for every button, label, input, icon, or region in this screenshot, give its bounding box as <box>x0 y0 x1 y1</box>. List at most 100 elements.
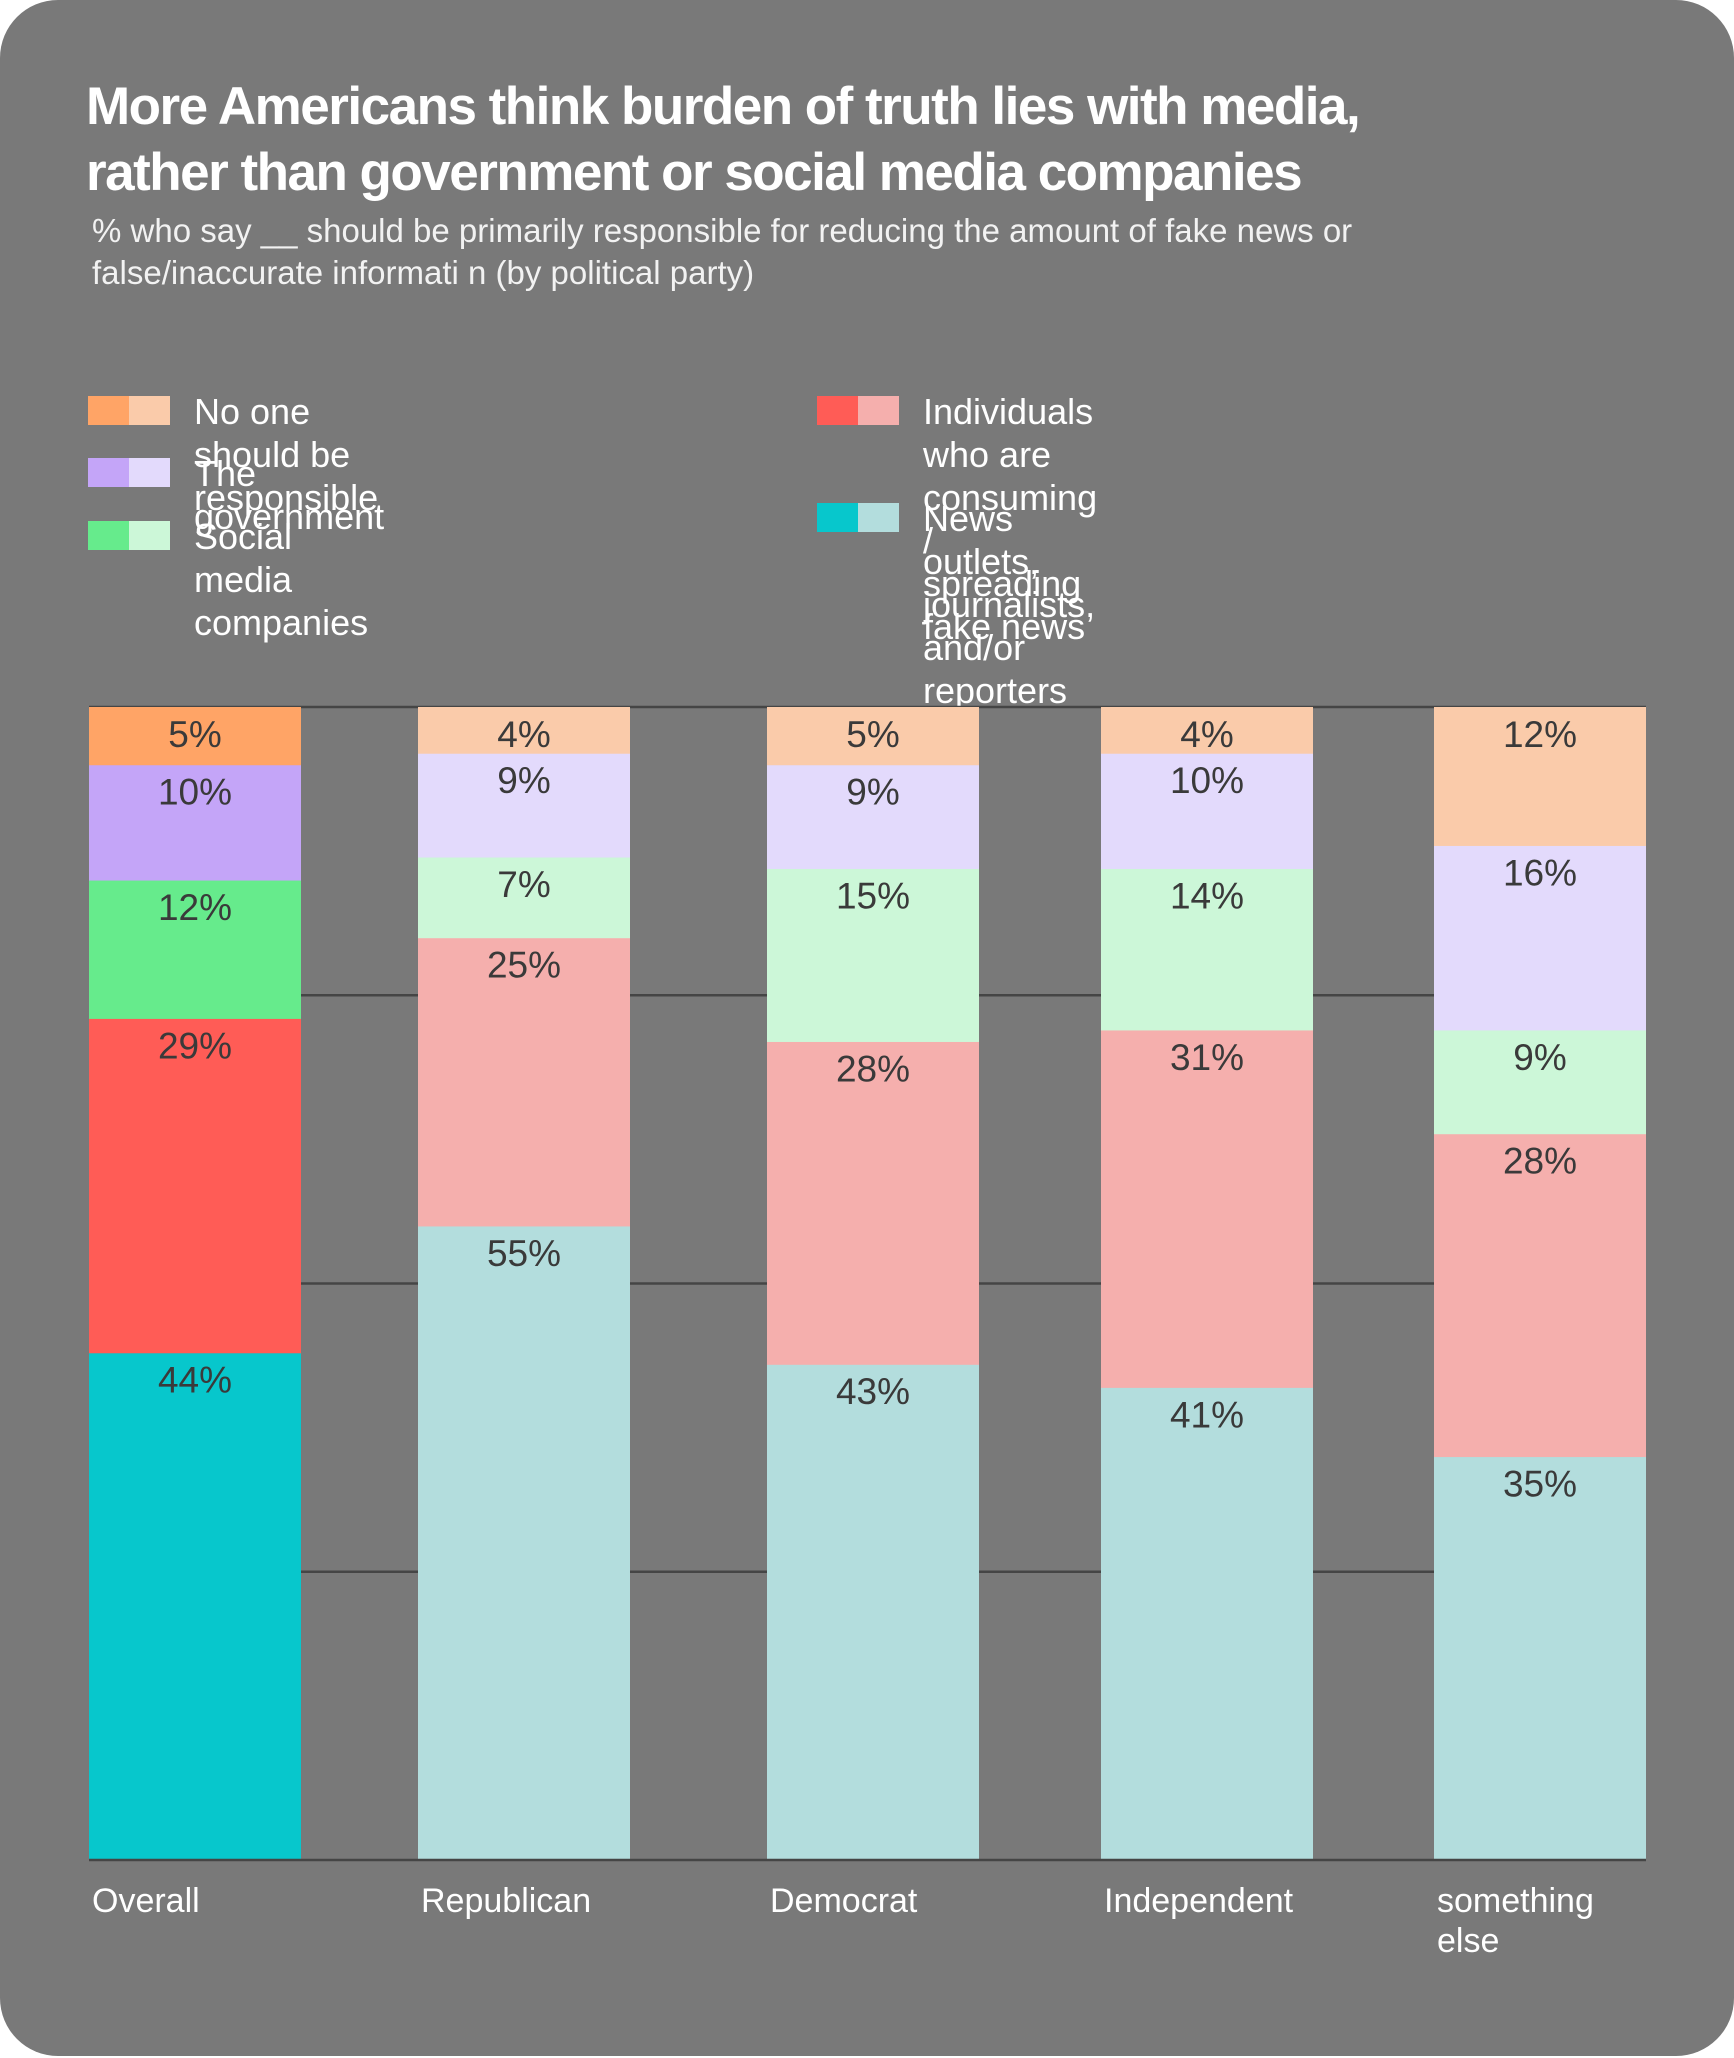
bar-segment-news <box>1434 1456 1646 1861</box>
bar-segment-individuals <box>1101 1029 1313 1388</box>
legend-swatch-strong <box>88 521 129 550</box>
bar-segment-no_one <box>89 707 301 766</box>
legend-label-government: The government <box>194 452 384 538</box>
data-label-social: 9% <box>1513 1037 1566 1078</box>
category-label-line: Democrat <box>770 1882 918 1920</box>
data-label-individuals: 31% <box>1170 1037 1244 1078</box>
data-label-government: 10% <box>1170 760 1244 801</box>
bar-segment-social <box>418 856 630 939</box>
data-label-news: 44% <box>158 1360 232 1401</box>
data-label-no_one: 4% <box>497 714 550 755</box>
data-label-news: 55% <box>487 1233 561 1274</box>
chart-title: More Americans think burden of truth lie… <box>86 74 1646 206</box>
bar-segment-social <box>1434 1029 1646 1135</box>
legend-swatch-news <box>817 503 899 532</box>
data-label-individuals: 25% <box>487 945 561 986</box>
category-label-line: something <box>1437 1882 1594 1920</box>
legend-swatch-light <box>858 396 899 425</box>
data-label-government: 10% <box>158 772 232 813</box>
legend-swatch-strong <box>817 503 858 532</box>
bar-segment-government <box>767 764 979 870</box>
legend-swatch-individuals <box>817 396 899 425</box>
legend-swatch-light <box>129 458 170 487</box>
legend-swatch-social <box>88 521 170 550</box>
category-label: Democrat <box>770 1882 918 1920</box>
legend-label-line: News outlets, journalists, and/or report… <box>923 498 1096 711</box>
legend-item-government: The government <box>88 452 384 538</box>
legend-swatch-strong <box>817 396 858 425</box>
data-label-news: 43% <box>836 1371 910 1412</box>
bar-segment-no_one <box>418 707 630 754</box>
category-label-line: Republican <box>421 1882 591 1920</box>
category-label: Overall <box>92 1882 200 1920</box>
bar-segment-social <box>1101 868 1313 1031</box>
category-label: Republican <box>421 1882 591 1920</box>
legend-item-individuals: Individuals who are consuming / spreadin… <box>817 390 1097 648</box>
legend-item-no-one: No one should be responsible <box>88 390 378 519</box>
bar-segment-news <box>767 1364 979 1861</box>
data-label-individuals: 28% <box>836 1048 910 1089</box>
bar-segment-government <box>89 764 301 881</box>
data-label-social: 15% <box>836 875 910 916</box>
bar-segment-no_one <box>1434 707 1646 846</box>
data-label-news: 35% <box>1503 1463 1577 1504</box>
data-label-social: 14% <box>1170 875 1244 916</box>
legend-item-social: Social media companies <box>88 515 368 644</box>
data-label-government: 16% <box>1503 852 1577 893</box>
data-label-no_one: 4% <box>1180 714 1233 755</box>
chart-subtitle-line-1: % who say __ should be primarily respons… <box>92 212 1353 249</box>
category-label-line: Independent <box>1104 1882 1294 1920</box>
bar-segment-individuals <box>418 937 630 1227</box>
bar-segment-news <box>418 1225 630 1861</box>
bar-segment-social <box>767 868 979 1042</box>
data-label-government: 9% <box>846 772 899 813</box>
chart-title-line-1: More Americans think burden of truth lie… <box>86 77 1361 136</box>
legend-item-news: News outlets, journalists, and/or report… <box>817 497 1095 712</box>
category-label: something else <box>1437 1882 1594 1960</box>
data-label-individuals: 28% <box>1503 1141 1577 1182</box>
chart-subtitle-line-2: false/inaccurate informati n (by politic… <box>92 254 755 291</box>
legend-label-line: No one should be responsible <box>194 391 379 518</box>
bar-segment-individuals <box>89 1018 301 1354</box>
legend-label-individuals: Individuals who are consuming / spreadin… <box>923 390 1097 648</box>
legend-label-line: Individuals who are consuming / <box>923 391 1098 561</box>
bar-segment-social <box>89 879 301 1019</box>
bar-segment-government <box>1101 753 1313 870</box>
chart-subtitle: % who say __ should be primarily respons… <box>92 210 1592 294</box>
data-label-individuals: 29% <box>158 1025 232 1066</box>
legend-swatch-government <box>88 458 170 487</box>
legend-label-line: The government <box>194 453 385 537</box>
data-label-no_one: 5% <box>168 714 221 755</box>
category-label-line: Overall <box>92 1882 200 1920</box>
bar-segment-news <box>1101 1387 1313 1861</box>
category-label: Independent <box>1104 1882 1294 1920</box>
data-label-news: 41% <box>1170 1394 1244 1435</box>
bar-segment-news <box>89 1352 301 1861</box>
data-label-no_one: 5% <box>846 714 899 755</box>
legend-swatch-light <box>858 503 899 532</box>
legend-label-no-one: No one should be responsible <box>194 390 378 519</box>
bar-segment-government <box>1434 845 1646 1031</box>
bar-segment-no_one <box>1101 707 1313 754</box>
bar-segment-individuals <box>767 1041 979 1365</box>
category-label-line: else <box>1437 1922 1499 1960</box>
legend-swatch-light <box>129 396 170 425</box>
legend-swatch-strong <box>88 458 129 487</box>
legend-swatch-no-one <box>88 396 170 425</box>
data-label-government: 9% <box>497 760 550 801</box>
data-label-social: 12% <box>158 887 232 928</box>
legend-swatch-strong <box>88 396 129 425</box>
bar-segment-government <box>418 753 630 858</box>
data-label-social: 7% <box>497 864 550 905</box>
legend-label-news: News outlets, journalists, and/or report… <box>923 497 1095 712</box>
legend-swatch-light <box>129 521 170 550</box>
bar-segment-individuals <box>1434 1133 1646 1458</box>
bar-segment-no_one <box>767 707 979 766</box>
legend-label-line: Social media companies <box>194 516 369 643</box>
legend-label-line: spreading fake news <box>923 563 1086 647</box>
data-label-no_one: 12% <box>1503 714 1577 755</box>
chart-title-line-2: rather than government or social media c… <box>86 143 1303 202</box>
legend-label-social: Social media companies <box>194 515 368 644</box>
